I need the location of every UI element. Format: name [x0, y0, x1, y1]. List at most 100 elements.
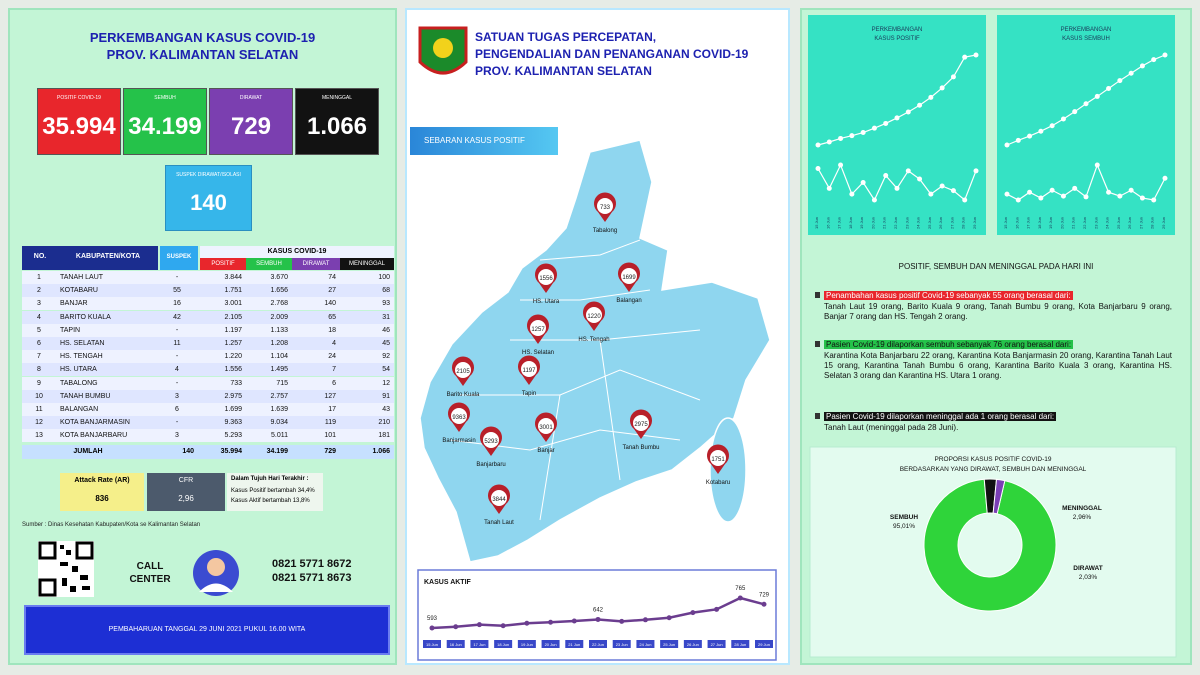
table-cell: 74: [328, 274, 336, 281]
table-cell: 93: [382, 300, 390, 308]
data-point: [894, 115, 900, 121]
map-pin-value: 5293: [484, 439, 498, 445]
table-cell: 7: [332, 366, 336, 374]
table-cell: 4: [332, 340, 336, 347]
mini-chart-title: KASUS SEMBUH: [1062, 36, 1110, 42]
x-tick-label: 19 Jun: [1048, 217, 1053, 229]
data-point: [1151, 57, 1157, 63]
map-pin-inner: [451, 408, 467, 424]
data-point: [860, 130, 866, 136]
stat-value: 1.066: [306, 113, 368, 140]
table-cell: 16: [173, 300, 181, 308]
table-cell: TAPIN: [60, 326, 81, 334]
table-cell: 54: [382, 366, 390, 374]
data-point: [1072, 109, 1078, 115]
table-subheader: DIRAWAT: [292, 258, 340, 270]
pie-label: DIRAWAT: [1073, 565, 1103, 572]
qr-finder: [75, 541, 94, 560]
table-cell: BANJAR: [60, 300, 88, 308]
bullet: [815, 292, 820, 298]
data-point: [737, 595, 743, 601]
data-point: [1139, 195, 1145, 201]
data-point: [1049, 187, 1055, 193]
mini-chart-bg: [808, 15, 986, 235]
table-cell: 210: [378, 419, 390, 427]
data-point: [826, 185, 832, 191]
table-cell: 3.001: [224, 300, 242, 308]
stat-box: DIRAWAT 729: [209, 88, 293, 155]
table-cell: 55: [173, 287, 181, 295]
table-subheader: POSITIF: [200, 258, 246, 270]
data-point: [1151, 197, 1157, 203]
data-point: [1015, 137, 1021, 143]
table-total-cell: 1.066: [372, 447, 390, 455]
pie-title: PROPORSI KASUS POSITIF COVID-19: [934, 456, 1051, 463]
table-cell: 6: [332, 379, 336, 387]
x-tick-label: 21 Jun: [568, 642, 580, 647]
map-borders: [449, 239, 701, 521]
table-cell: 46: [382, 326, 390, 334]
table-row-bg: [22, 350, 394, 364]
data-point: [838, 135, 844, 141]
map-region-name: Tabalong: [593, 228, 617, 234]
data-point: [917, 176, 923, 182]
stat-box: POSITIF COVID-19 35.994: [37, 88, 121, 155]
table-row-bg: [22, 376, 394, 390]
pie-value-label: 95,01%: [893, 523, 915, 530]
x-tick-label: 27 Jun: [1138, 217, 1143, 229]
title-line: PERKEMBANGAN KASUS COVID-19: [89, 30, 316, 45]
stat-box: SEMBUH 34.199: [123, 88, 207, 155]
suspek-box: SUSPEK DIRAWAT/ISOLASI 140: [165, 165, 252, 231]
table-total-cell: 35.994: [220, 447, 242, 455]
table-cell: 7: [37, 353, 41, 361]
data-point: [905, 109, 911, 115]
phone-number: 0821 5771 8673: [272, 572, 352, 584]
today-item-head: Pasien Covid-19 dilaporkan sembuh sebany…: [824, 340, 1074, 349]
pie-label: MENINGGAL: [1062, 505, 1102, 512]
week-line: Kasus Positif bertambah 34,4%: [231, 488, 315, 494]
x-tick-label: 20 Jun: [1059, 217, 1064, 229]
data-point: [962, 197, 968, 203]
data-point: [1004, 191, 1010, 197]
x-tick-label: 15 Jun: [1003, 217, 1008, 229]
x-tick-label: 26 Jun: [1127, 217, 1132, 229]
table-total-cell: 729: [324, 447, 336, 455]
title-line: PROV. KALIMANTAN SELATAN: [106, 47, 299, 62]
data-point: [883, 120, 889, 126]
table-cell: 1.699: [224, 406, 242, 413]
data-point: [1038, 195, 1044, 201]
pie-label: SEMBUH: [890, 514, 918, 521]
map-pin-value: 733: [600, 205, 611, 211]
table-cell: HS. TENGAH: [60, 353, 103, 361]
x-tick-label: 19 Jun: [521, 642, 533, 647]
table-cell: 715: [276, 379, 288, 387]
data-point: [849, 133, 855, 139]
table-row-bg: [22, 323, 394, 337]
table-row-bg: [22, 284, 394, 298]
stat-label: MENINGGAL: [321, 95, 352, 101]
table-cell: -: [175, 353, 179, 361]
today-item-body: Tanah Laut 19 orang, Barito Kuala 9 oran…: [824, 302, 1172, 321]
table-cell: 12: [382, 379, 390, 387]
table-header: NO.: [22, 246, 58, 270]
table-cell: 140: [324, 300, 336, 308]
x-tick-label: 24 Jun: [639, 642, 651, 647]
x-tick-label: 21 Jun: [882, 217, 887, 229]
mini-chart-title: KASUS POSITIF: [874, 36, 920, 42]
data-label: 765: [735, 586, 746, 592]
data-point: [871, 125, 877, 131]
table-subheader: MENINGGAL: [340, 258, 394, 270]
call-center-avatar: [193, 550, 239, 596]
data-point: [1027, 133, 1033, 139]
table-cell: 1.556: [224, 366, 242, 374]
table-cell: -: [175, 274, 179, 281]
table-cell: 10: [35, 392, 43, 400]
data-point: [500, 623, 506, 629]
table-row-bg: [22, 403, 394, 416]
x-tick-label: 22 Jun: [1082, 217, 1087, 229]
qr-code: [38, 541, 94, 597]
data-point: [548, 619, 554, 625]
map-pin-inner: [710, 450, 726, 466]
footer-bar: PEMBAHARUAN TANGGAL 29 JUNI 2021 PUKUL 1…: [24, 605, 390, 655]
today-title: POSITIF, SEMBUH DAN MENINGGAL PADA HARI …: [898, 262, 1094, 271]
